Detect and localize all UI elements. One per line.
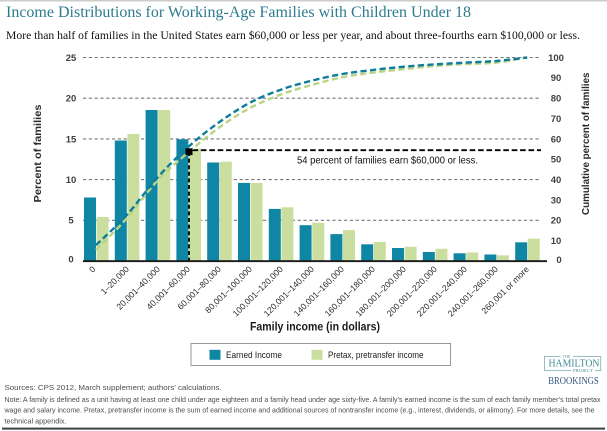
- svg-text:Sources: CPS 2012, March suppl: Sources: CPS 2012, March supplement; aut…: [5, 383, 222, 392]
- svg-text:THE: THE: [563, 355, 572, 359]
- svg-text:Family income (in dollars): Family income (in dollars): [250, 322, 380, 334]
- svg-text:technical appendix.: technical appendix.: [5, 416, 67, 425]
- svg-text:10: 10: [551, 236, 562, 247]
- svg-text:Income Distributions for Worki: Income Distributions for Working-Age Fam…: [6, 4, 471, 21]
- svg-text:0: 0: [87, 264, 98, 275]
- svg-text:BROOKINGS: BROOKINGS: [548, 376, 599, 387]
- svg-text:10: 10: [66, 175, 77, 186]
- svg-text:70: 70: [551, 114, 562, 125]
- svg-text:40: 40: [551, 175, 562, 186]
- svg-text:More than half of families in: More than half of families in the United…: [6, 29, 580, 42]
- svg-text:Percent of families: Percent of families: [32, 104, 44, 202]
- svg-text:Earned Income: Earned Income: [226, 350, 282, 361]
- svg-text:Pretax, pretransfer income: Pretax, pretransfer income: [328, 350, 424, 361]
- svg-text:Cumulative percent of families: Cumulative percent of families: [580, 72, 592, 215]
- svg-text:20: 20: [551, 216, 562, 227]
- svg-text:PROJECT: PROJECT: [573, 369, 594, 373]
- svg-text:54 percent of families earn $6: 54 percent of families earn $60,000 or l…: [297, 156, 478, 167]
- svg-text:Note: A family is defined as a: Note: A family is defined as a unit havi…: [5, 395, 601, 404]
- svg-text:60: 60: [551, 134, 562, 145]
- svg-text:15: 15: [66, 134, 77, 145]
- svg-text:0: 0: [556, 255, 561, 266]
- svg-text:50: 50: [551, 155, 562, 166]
- svg-text:20: 20: [66, 94, 77, 105]
- svg-text:wage and salary income. Pretax: wage and salary income. Pretax, pretrans…: [4, 406, 595, 415]
- svg-text:25: 25: [66, 53, 77, 64]
- svg-text:30: 30: [551, 195, 562, 206]
- svg-text:100: 100: [548, 53, 564, 64]
- svg-text:80: 80: [551, 94, 562, 105]
- svg-text:90: 90: [551, 73, 562, 84]
- svg-text:0: 0: [68, 254, 73, 265]
- svg-text:5: 5: [68, 216, 74, 227]
- svg-text:HAMILTON: HAMILTON: [549, 359, 601, 370]
